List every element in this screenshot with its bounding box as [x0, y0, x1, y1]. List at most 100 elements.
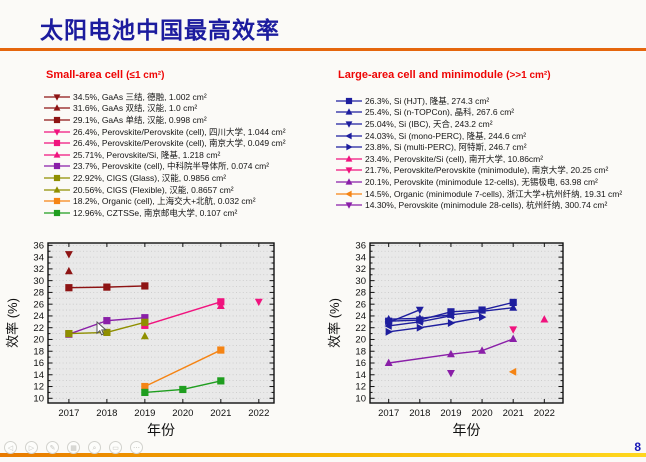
- svg-text:12: 12: [33, 382, 44, 393]
- legend-item-label: 25.71%, Perovskite/Si, 隆基, 1.218 cm²: [73, 149, 221, 160]
- triangle-down-marker-icon: [336, 121, 362, 128]
- triangle-up-marker-icon: [44, 185, 70, 193]
- legend-item-label: 26.3%, Si (HJT), 隆基, 274.3 cm²: [365, 95, 490, 106]
- svg-text:28: 28: [33, 288, 44, 299]
- square-marker-icon: [44, 209, 70, 216]
- slide-title: 太阳电池中国最高效率: [40, 17, 280, 43]
- legend-item-label: 14.5%, Organic (minimodule 7-cells), 浙江大…: [365, 188, 623, 199]
- pen-tools-button[interactable]: ✎: [46, 441, 59, 454]
- svg-text:2018: 2018: [96, 408, 117, 419]
- see-all-slides-button[interactable]: ▦: [67, 441, 80, 454]
- svg-text:30: 30: [355, 276, 366, 287]
- legend-item: 23.4%, Perovskite/Si (cell), 南开大学, 10.86…: [336, 153, 622, 165]
- legend-item-label: 18.2%, Organic (cell), 上海交大+北航, 0.032 cm…: [73, 196, 256, 207]
- svg-text:22: 22: [33, 323, 44, 334]
- legend-item-label: 12.96%, CZTSSe, 南京邮电大学, 0.107 cm²: [73, 207, 238, 218]
- triangle-down-marker-icon: [336, 202, 362, 209]
- svg-text:32: 32: [355, 264, 366, 275]
- svg-text:2022: 2022: [248, 408, 269, 419]
- display-settings-button[interactable]: ▭: [109, 441, 122, 454]
- legend-item: 25.4%, Si (n-TOPCon), 晶科, 267.6 cm²: [336, 107, 622, 119]
- svg-text:14: 14: [355, 370, 366, 381]
- legend-item-label: 20.1%, Perovskite (minimodule 12-cells),…: [365, 176, 598, 187]
- svg-text:34: 34: [355, 252, 366, 263]
- triangle-left-marker-icon: [336, 190, 362, 197]
- svg-text:16: 16: [355, 358, 366, 369]
- legend-item: 20.56%, CIGS (Flexible), 汉能, 0.8657 cm²: [44, 184, 286, 196]
- svg-text:20: 20: [33, 335, 44, 346]
- triangle-right-marker-icon: [336, 143, 362, 151]
- legend-item-label: 23.4%, Perovskite/Si (cell), 南开大学, 10.86…: [365, 153, 544, 164]
- more-options-button[interactable]: ⋯: [130, 441, 143, 454]
- svg-text:2022: 2022: [534, 408, 555, 419]
- svg-text:2020: 2020: [172, 408, 193, 419]
- svg-text:20: 20: [355, 335, 366, 346]
- legend-item-label: 25.04%, Si (IBC), 天合, 243.2 cm²: [365, 118, 493, 129]
- svg-text:18: 18: [33, 346, 44, 357]
- legend-item: 21.7%, Perovskite/Perovskite (minimodule…: [336, 165, 622, 177]
- svg-text:34: 34: [33, 252, 44, 263]
- legend-item: 22.92%, CIGS (Glass), 汉能, 0.9856 cm²: [44, 172, 286, 184]
- slideshow-toolbar: ◁ ▷ ✎ ▦ ⌕ ▭ ⋯: [4, 441, 143, 454]
- svg-text:16: 16: [33, 358, 44, 369]
- next-slide-button[interactable]: ▷: [25, 441, 38, 454]
- legend-item-label: 22.92%, CIGS (Glass), 汉能, 0.9856 cm²: [73, 172, 227, 183]
- mouse-cursor-icon: [96, 321, 107, 336]
- svg-text:24: 24: [33, 311, 44, 322]
- svg-text:10: 10: [33, 393, 44, 404]
- square-marker-icon: [44, 198, 70, 205]
- legend-item-label: 21.7%, Perovskite/Perovskite (minimodule…: [365, 165, 609, 176]
- zoom-slide-button[interactable]: ⌕: [88, 441, 101, 454]
- square-marker-icon: [44, 116, 70, 124]
- svg-text:2019: 2019: [134, 408, 155, 419]
- svg-text:18: 18: [355, 346, 366, 357]
- square-marker-icon: [44, 140, 70, 147]
- svg-text:36: 36: [355, 241, 366, 252]
- small-area-legend-title-main: Small-area cell: [46, 69, 124, 81]
- legend-item-label: 31.6%, GaAs 双结, 汉能, 1.0 cm²: [73, 103, 198, 114]
- svg-text:2017: 2017: [58, 408, 79, 419]
- svg-text:2021: 2021: [210, 408, 231, 419]
- x-axis-label: 年份: [147, 422, 175, 438]
- legend-item-label: 26.4%, Perovskite/Perovskite (cell), 南京大…: [73, 138, 286, 149]
- triangle-down-marker-icon: [44, 128, 70, 136]
- legend-item: 25.71%, Perovskite/Si, 隆基, 1.218 cm²: [44, 149, 286, 161]
- svg-text:2018: 2018: [409, 408, 430, 419]
- legend-item: 25.04%, Si (IBC), 天合, 243.2 cm²: [336, 118, 622, 130]
- triangle-up-marker-icon: [336, 155, 362, 162]
- svg-text:2021: 2021: [503, 408, 524, 419]
- legend-item: 12.96%, CZTSSe, 南京邮电大学, 0.107 cm²: [44, 207, 286, 219]
- previous-slide-button[interactable]: ◁: [4, 441, 17, 454]
- legend-item: 18.2%, Organic (cell), 上海交大+北航, 0.032 cm…: [44, 195, 286, 207]
- svg-text:26: 26: [355, 299, 366, 310]
- triangle-up-marker-icon: [44, 104, 70, 112]
- legend-item: 20.1%, Perovskite (minimodule 12-cells),…: [336, 176, 622, 188]
- small-area-legend-list: 34.5%, GaAs 三结, 德融, 1.002 cm² 31.6%, GaAs…: [44, 91, 286, 219]
- large-area-legend-list: 26.3%, Si (HJT), 隆基, 274.3 cm² 25.4%, Si …: [336, 95, 622, 211]
- svg-text:28: 28: [355, 288, 366, 299]
- footer-accent-bar: [0, 453, 646, 457]
- svg-text:22: 22: [355, 323, 366, 334]
- legend-item: 26.4%, Perovskite/Perovskite (cell), 四川大…: [44, 126, 286, 138]
- legend-item-label: 25.4%, Si (n-TOPCon), 晶科, 267.6 cm²: [365, 107, 515, 118]
- svg-text:36: 36: [33, 241, 44, 252]
- square-marker-icon: [44, 174, 70, 182]
- y-axis-label: 效率 (%): [5, 298, 20, 348]
- legend-item: 34.5%, GaAs 三结, 德融, 1.002 cm²: [44, 91, 286, 103]
- page-number: 8: [634, 440, 641, 454]
- svg-text:14: 14: [33, 370, 44, 381]
- small-area-legend-title-size: (≤1 cm²): [126, 70, 165, 81]
- legend-item-label: 24.03%, Si (mono-PERC), 隆基, 244.6 cm²: [365, 130, 527, 141]
- x-axis-label: 年份: [453, 422, 481, 438]
- legend-item: 24.03%, Si (mono-PERC), 隆基, 244.6 cm²: [336, 130, 622, 142]
- legend-item-label: 14.30%, Perovskite (minimodule 28-cells)…: [365, 200, 608, 211]
- triangle-down-marker-icon: [44, 94, 70, 101]
- triangle-up-marker-icon: [336, 108, 362, 116]
- small-area-chart: 2017 2018 2019 2020 2021 20221012141618202224…: [5, 241, 275, 438]
- legend-item: 26.3%, Si (HJT), 隆基, 274.3 cm²: [336, 95, 622, 107]
- large-area-legend-title: Large-area cell and minimodule (>>1 cm²): [338, 69, 551, 81]
- legend-item: 14.30%, Perovskite (minimodule 28-cells)…: [336, 199, 622, 211]
- triangle-left-marker-icon: [336, 132, 362, 139]
- svg-text:2020: 2020: [471, 408, 492, 419]
